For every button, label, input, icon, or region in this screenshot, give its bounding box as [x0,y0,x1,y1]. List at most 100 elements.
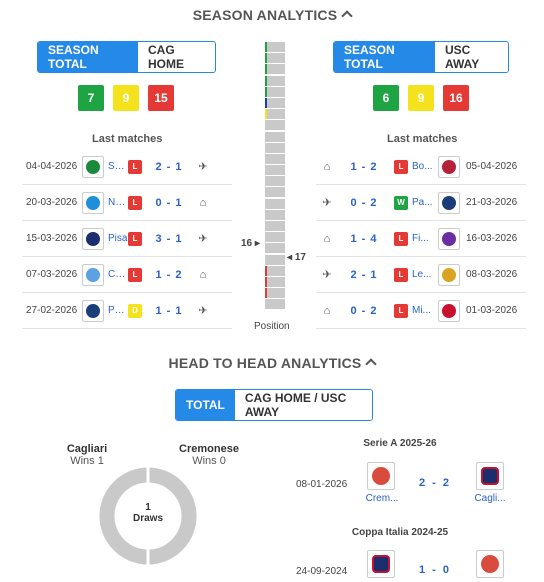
h2h-home-away-tab[interactable]: CAG HOME / USC AWAY [234,390,372,420]
plane-icon: ✈ [198,161,208,173]
team-name[interactable]: Pa... [412,197,433,208]
position-segment [265,153,285,164]
match-date: 21-03-2026 [466,197,518,208]
h2h-analytics-header[interactable]: HEAD TO HEAD ANALYTICS [0,355,544,371]
match-row[interactable]: ✈ 2 - 1 L Le... 08-03-2026 [316,257,526,293]
left-result-counts: 7 9 15 [78,85,174,111]
h2h-total-tab[interactable]: TOTAL [176,390,235,420]
season-analytics-header[interactable]: SEASON ANALYTICS [0,7,544,23]
h2h-away-team[interactable]: Cagli... [474,493,506,504]
position-segment [265,165,285,176]
match-date: 05-04-2026 [466,161,518,172]
away-wins: Wins 0 [192,455,226,467]
h2h-home-team[interactable]: Crem... [365,493,399,504]
match-row[interactable]: ⌂ 0 - 2 L Mi... 01-03-2026 [316,293,526,329]
match-row[interactable]: 07-03-2026 Co... L 1 - 2 ⌂ [22,257,232,293]
team-crest [82,263,104,286]
wins-count: 6 [373,85,399,111]
match-score[interactable]: 2 - 1 [155,160,183,173]
home-crest[interactable] [367,462,395,490]
team-name[interactable]: Fi... [412,233,429,244]
match-date: 08-03-2026 [466,269,518,280]
away-team-wins: Cremonese Wins 0 [177,443,241,467]
position-segment [265,176,285,187]
team-crest [82,155,104,178]
match-score[interactable]: 1 - 2 [350,160,378,173]
season-analytics-title: SEASON ANALYTICS [192,7,338,23]
match-row[interactable]: ⌂ 1 - 4 L Fi... 16-03-2026 [316,221,526,257]
right-season-total-tab[interactable]: SEASON TOTAL [334,42,435,72]
losses-count: 15 [148,85,174,111]
team-name[interactable]: Co... [108,269,128,280]
team-name[interactable]: Na... [108,197,128,208]
match-row[interactable]: ✈ 0 - 2 W Pa... 21-03-2026 [316,185,526,221]
match-score[interactable]: 3 - 1 [155,232,183,245]
competition-title: Coppa Italia 2024-25 [351,527,449,538]
competition-title: Serie A 2025-26 [363,438,437,449]
draws-count: 9 [408,85,434,111]
team-crest [438,299,460,322]
match-score[interactable]: 0 - 2 [350,196,378,209]
team-name[interactable]: Pa... [108,305,128,316]
position-segment [265,198,285,209]
chevron-up-icon [341,10,353,22]
team-crest [82,299,104,322]
match-score[interactable]: 1 - 4 [350,232,378,245]
left-position-value: 16 ▸ [241,238,260,249]
match-date: 16-03-2026 [466,233,518,244]
h2h-toggle: TOTAL CAG HOME / USC AWAY [175,389,373,421]
draws-count: 9 [113,85,139,111]
position-segment [265,209,285,220]
h2h-match-score[interactable]: 2 - 2 [419,477,452,489]
match-date: 04-04-2026 [26,161,78,172]
match-row[interactable]: 15-03-2026 Pisa L 3 - 1 ✈ [22,221,232,257]
away-crest[interactable] [476,550,504,578]
result-badge: L [394,267,408,282]
team-name[interactable]: Pisa [108,233,128,244]
home-crest[interactable] [367,550,395,578]
result-badge: L [128,267,142,282]
team-name[interactable]: Sa... [108,161,128,172]
match-score[interactable]: 1 - 2 [155,268,183,281]
match-row[interactable]: 27-02-2026 Pa... D 1 - 1 ✈ [22,293,232,329]
home-icon: ⌂ [199,196,207,209]
right-position-value: ◂ 17 [287,252,306,263]
away-crest[interactable] [476,462,504,490]
right-result-counts: 6 9 16 [373,85,469,111]
match-date: 27-02-2026 [26,305,78,316]
league-position-bar [265,42,285,311]
match-score[interactable]: 1 - 1 [155,304,183,317]
match-row[interactable]: 20-03-2026 Na... L 0 - 1 ⌂ [22,185,232,221]
h2h-match-score[interactable]: 1 - 0 [419,564,452,576]
h2h-match-date: 08-01-2026 [296,479,348,490]
right-last-matches-list: ⌂ 1 - 2 L Bo... 05-04-2026 ✈ 0 - 2 W Pa.… [316,149,526,329]
position-label: Position [254,321,290,332]
left-season-total-tab[interactable]: SEASON TOTAL [38,42,138,72]
position-segment [265,265,285,276]
team-name[interactable]: Mi... [412,305,431,316]
result-badge: L [394,159,408,174]
losses-count: 16 [443,85,469,111]
position-segment [265,243,285,254]
match-score[interactable]: 2 - 1 [350,268,378,281]
position-segment [265,131,285,142]
draws-label: Draws [132,513,163,524]
team-crest [438,263,460,286]
plane-icon: ✈ [198,233,208,245]
team-name[interactable]: Le... [412,269,432,280]
plane-icon: ✈ [198,305,208,317]
position-segment [265,254,285,265]
match-row[interactable]: ⌂ 1 - 2 L Bo... 05-04-2026 [316,149,526,185]
position-segment [265,276,285,287]
left-home-tab[interactable]: CAG HOME [138,42,215,72]
right-away-tab[interactable]: USC AWAY [435,42,508,72]
match-date: 20-03-2026 [26,197,78,208]
position-segment [265,97,285,108]
position-segment [265,75,285,86]
match-score[interactable]: 0 - 2 [350,304,378,317]
match-row[interactable]: 04-04-2026 Sa... L 2 - 1 ✈ [22,149,232,185]
left-season-toggle: SEASON TOTAL CAG HOME [37,41,216,73]
plane-icon: ✈ [322,197,332,209]
match-score[interactable]: 0 - 1 [155,196,183,209]
team-name[interactable]: Bo... [412,161,433,172]
